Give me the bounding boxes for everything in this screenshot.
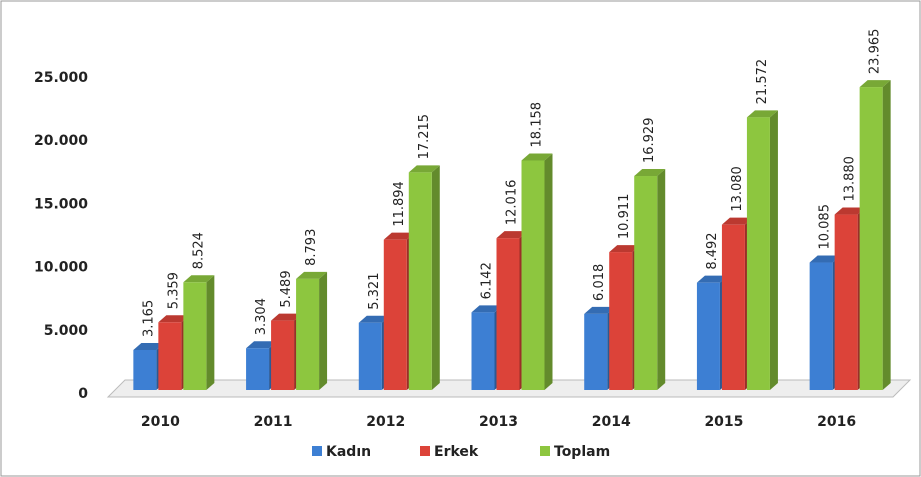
bar-top — [383, 232, 415, 240]
bar-top — [133, 342, 165, 350]
bar — [296, 278, 320, 390]
bar — [521, 160, 545, 390]
bar-side — [882, 80, 891, 390]
bar-side — [206, 275, 215, 390]
bar — [471, 312, 495, 390]
bar-side — [431, 165, 440, 390]
data-label: 6.142 — [480, 262, 495, 299]
bar — [158, 322, 182, 390]
bar — [408, 172, 432, 390]
bar — [634, 176, 658, 390]
data-label: 11.894 — [392, 181, 407, 227]
data-label: 5.321 — [367, 273, 382, 310]
bar-side — [544, 153, 553, 390]
bar-top — [809, 255, 841, 263]
data-label: 6.018 — [592, 264, 607, 301]
y-tick-label: 10.000 — [34, 260, 88, 276]
bar-top — [609, 245, 641, 253]
bar — [859, 87, 883, 390]
y-tick-label: 15.000 — [34, 196, 88, 212]
bar-top — [183, 275, 215, 283]
bar-top — [471, 305, 503, 313]
data-label: 8.793 — [304, 229, 319, 266]
legend-label: Erkek — [434, 444, 479, 460]
bar — [246, 348, 270, 390]
bar — [358, 322, 382, 390]
y-tick-label: 0 — [78, 386, 88, 402]
data-label: 8.524 — [191, 232, 206, 269]
data-label: 10.085 — [818, 204, 833, 250]
bar — [809, 262, 833, 390]
bar-top — [634, 169, 666, 177]
data-label: 16.929 — [642, 118, 657, 164]
bar-top — [721, 217, 753, 225]
bar-top — [496, 231, 528, 239]
bar-side — [319, 271, 328, 390]
bar — [696, 282, 720, 390]
data-label: 10.911 — [617, 194, 632, 240]
bar — [834, 214, 858, 390]
bar-top — [834, 207, 866, 215]
bar-top — [521, 153, 553, 161]
x-tick-label: 2012 — [366, 414, 405, 430]
bar-top — [246, 341, 278, 349]
bar-side — [769, 110, 778, 390]
data-label: 17.215 — [417, 114, 432, 160]
data-label: 5.489 — [279, 270, 294, 307]
data-label: 5.359 — [166, 272, 181, 309]
y-tick-label: 5.000 — [44, 323, 89, 339]
x-tick-label: 2016 — [817, 414, 856, 430]
bar-top — [271, 313, 303, 321]
x-tick-label: 2010 — [141, 414, 180, 430]
data-label: 12.016 — [505, 180, 520, 226]
data-label: 23.965 — [868, 29, 883, 75]
bar — [746, 117, 770, 390]
x-tick-label: 2011 — [254, 414, 293, 430]
bar — [609, 252, 633, 390]
legend-label: Kadın — [326, 444, 371, 460]
data-label: 21.572 — [755, 59, 770, 105]
bar-side — [657, 169, 666, 390]
bar-top — [746, 110, 778, 118]
x-tick-label: 2013 — [479, 414, 518, 430]
data-label: 8.492 — [705, 232, 720, 269]
bar-top — [296, 271, 328, 279]
data-label: 3.304 — [254, 298, 269, 335]
legend-label: Toplam — [554, 444, 610, 460]
bar-top — [696, 275, 728, 283]
bar-top — [358, 315, 390, 323]
data-label: 3.165 — [141, 300, 156, 337]
bar-top — [408, 165, 440, 173]
bar — [133, 349, 157, 390]
data-label: 18.158 — [530, 102, 545, 148]
bar — [183, 282, 207, 390]
bar — [721, 224, 745, 390]
x-tick-label: 2015 — [704, 414, 743, 430]
data-label: 13.880 — [843, 156, 858, 202]
bar — [271, 320, 295, 390]
bar-top — [158, 315, 190, 323]
x-tick-label: 2014 — [592, 414, 631, 430]
legend-swatch — [420, 446, 430, 456]
legend-swatch — [312, 446, 322, 456]
bar-top — [859, 80, 891, 88]
y-tick-label: 25.000 — [34, 70, 88, 86]
bar-top — [584, 306, 616, 314]
bar — [584, 313, 608, 390]
legend-swatch — [540, 446, 550, 456]
y-tick-label: 20.000 — [34, 133, 88, 149]
data-label: 13.080 — [730, 166, 745, 212]
bar — [496, 238, 520, 390]
bar — [383, 239, 407, 390]
